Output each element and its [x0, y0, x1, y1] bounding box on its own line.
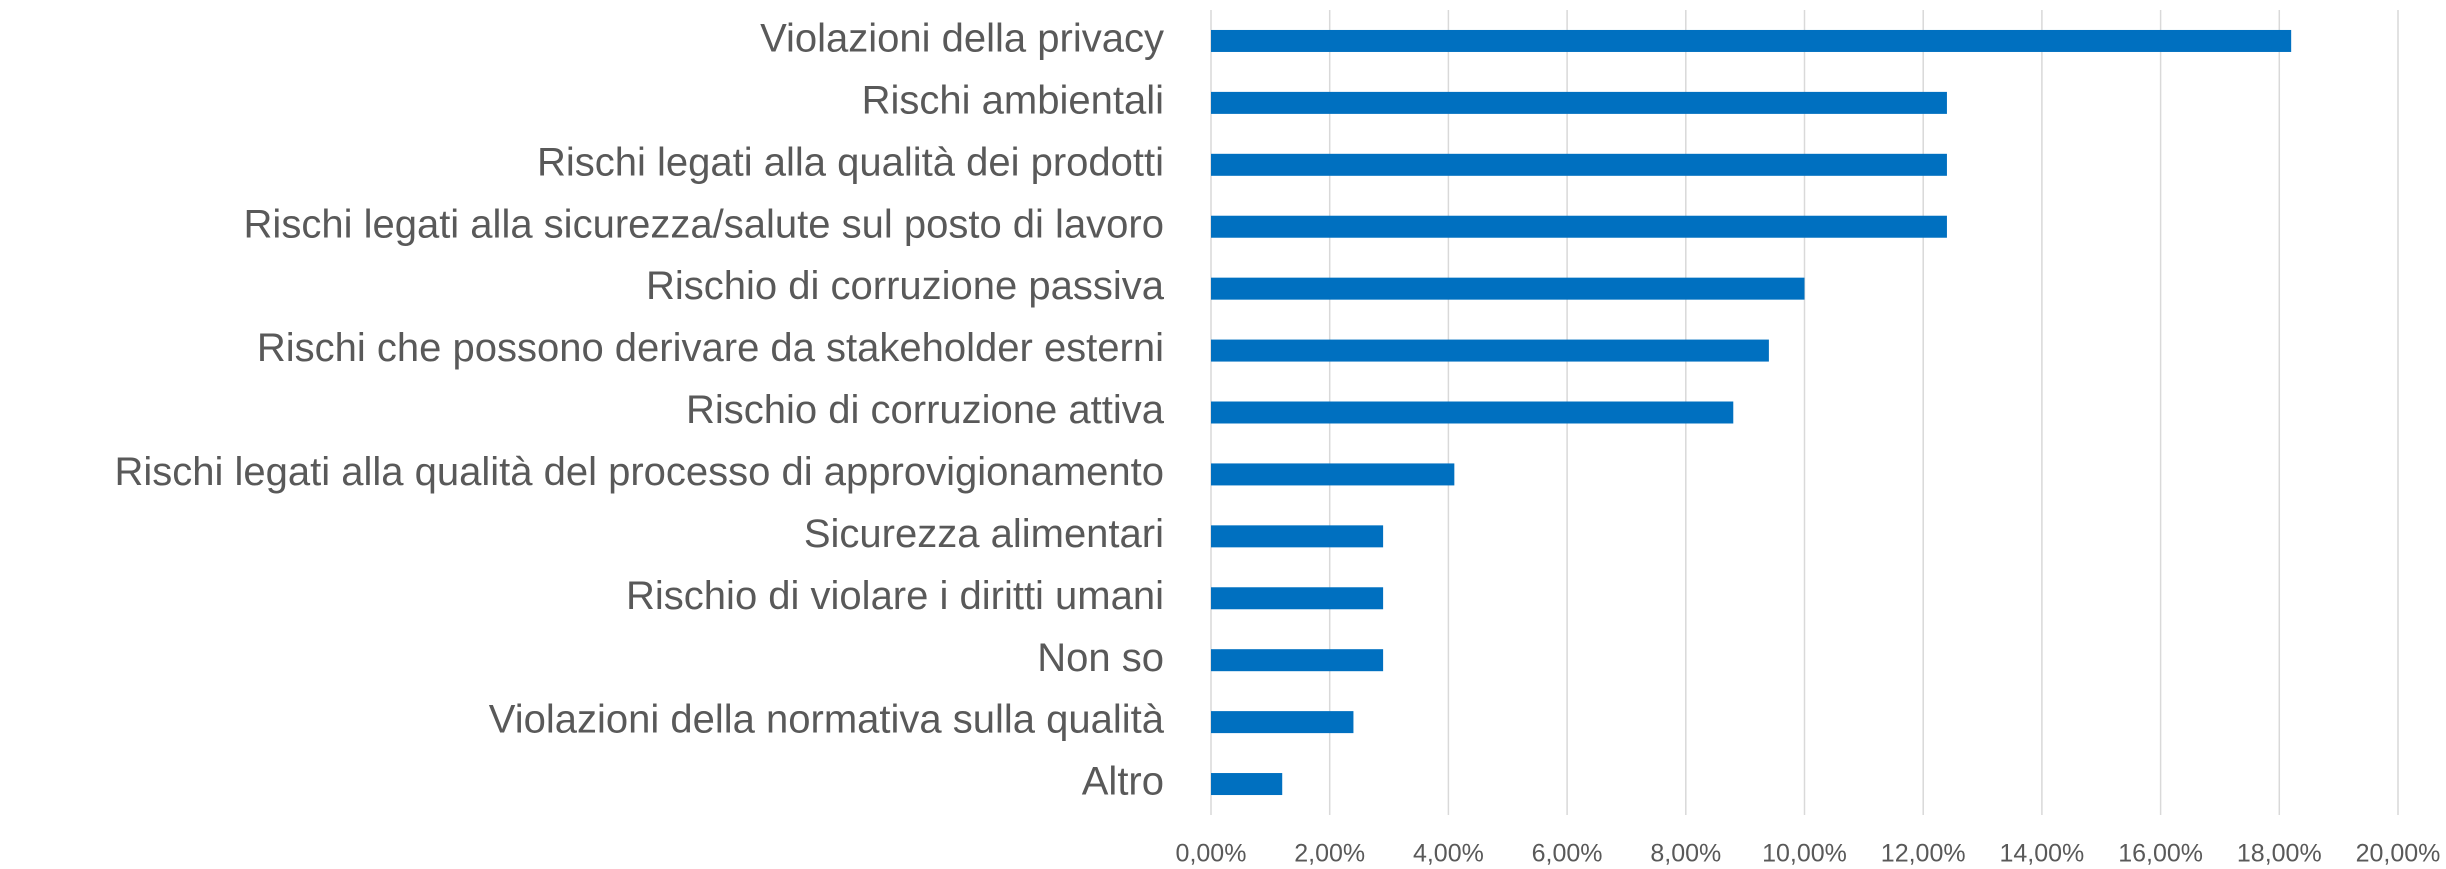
- y-tick-label: Rischio di violare i diritti umani: [626, 574, 1164, 618]
- bar: [1211, 153, 1947, 176]
- y-tick-label: Rischi legati alla qualità dei prodotti: [537, 140, 1164, 184]
- x-tick-label: 14,00%: [2000, 840, 2085, 868]
- bar: [1211, 29, 2292, 52]
- x-tick-label: 4,00%: [1413, 840, 1484, 868]
- y-tick-label: Rischi ambientali: [862, 78, 1164, 122]
- y-tick-label: Sicurezza alimentari: [804, 512, 1164, 556]
- y-tick-label: Rischi che possono derivare da stakehold…: [257, 326, 1164, 370]
- x-tick-label: 16,00%: [2118, 840, 2203, 868]
- x-tick-label: 2,00%: [1294, 840, 1365, 868]
- bar: [1211, 587, 1384, 610]
- y-tick-label: Rischio di corruzione passiva: [646, 264, 1165, 308]
- y-tick-label: Rischio di corruzione attiva: [686, 388, 1165, 432]
- y-tick-label: Violazioni della privacy: [760, 17, 1164, 61]
- y-tick-label: Rischi legati alla qualità del processo …: [114, 450, 1164, 494]
- bar: [1211, 773, 1283, 796]
- y-tick-label: Violazioni della normativa sulla qualità: [489, 698, 1165, 742]
- x-tick-label: 8,00%: [1650, 840, 1721, 868]
- bar: [1211, 711, 1354, 734]
- bar: [1211, 525, 1384, 548]
- bar: [1211, 463, 1455, 486]
- y-tick-label: Rischi legati alla sicurezza/salute sul …: [244, 202, 1164, 246]
- bar: [1211, 401, 1734, 424]
- y-tick-label: Non so: [1037, 636, 1164, 680]
- x-tick-label: 12,00%: [1881, 840, 1966, 868]
- y-tick-label: Altro: [1082, 760, 1164, 804]
- bar: [1211, 215, 1947, 238]
- x-tick-label: 20,00%: [2356, 840, 2441, 868]
- x-tick-label: 0,00%: [1176, 840, 1247, 868]
- x-tick-label: 6,00%: [1532, 840, 1603, 868]
- x-tick-label: 10,00%: [1762, 840, 1847, 868]
- x-tick-label: 18,00%: [2237, 840, 2322, 868]
- bar: [1211, 277, 1805, 300]
- bar: [1211, 91, 1947, 114]
- bar: [1211, 649, 1384, 672]
- bar: [1211, 339, 1769, 362]
